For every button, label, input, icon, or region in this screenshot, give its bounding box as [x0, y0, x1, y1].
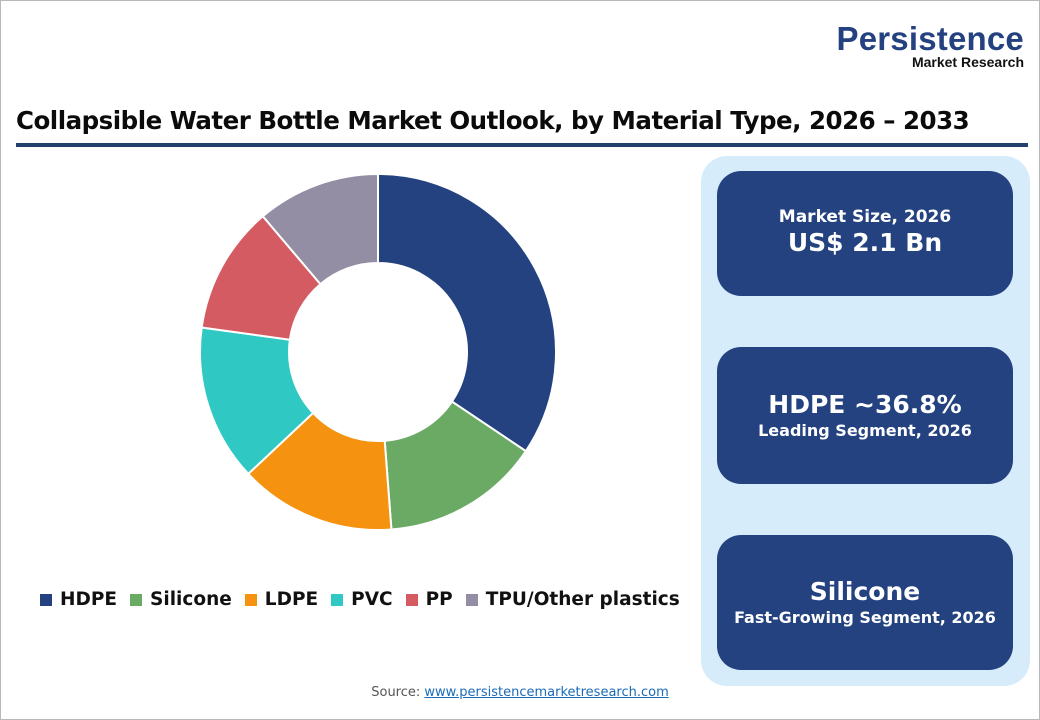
legend-label: HDPE — [60, 589, 118, 610]
source-label: Source: — [371, 685, 421, 700]
legend-label: TPU/Other plastics — [485, 589, 680, 610]
legend-label: Silicone — [150, 589, 232, 610]
donut-chart — [190, 165, 570, 545]
donut-chart-svg — [199, 172, 557, 531]
source-link[interactable]: www.persistencemarketresearch.com — [424, 685, 669, 700]
legend-swatch — [244, 593, 257, 606]
fast-growing-segment-value: Silicone — [809, 576, 921, 606]
donut-slice-tpu-other-plastics — [261, 172, 379, 286]
legend-item-silicone: Silicone — [130, 589, 232, 610]
fast-growing-segment-label: Fast-Growing Segment, 2026 — [734, 608, 996, 628]
market-size-value: US$ 2.1 Bn — [787, 228, 943, 258]
leading-segment-value: HDPE ~36.8% — [768, 389, 962, 419]
legend-item-ldpe: LDPE — [244, 589, 319, 610]
market-size-label: Market Size, 2026 — [778, 207, 952, 228]
leading-segment-card: HDPE ~36.8% Leading Segment, 2026 — [717, 347, 1013, 484]
legend-item-pp: PP — [405, 589, 453, 610]
logo-main-text: Persistence — [836, 20, 1024, 57]
legend-item-hdpe: HDPE — [40, 589, 117, 610]
legend-item-tpu-other-plastics: TPU/Other plastics — [465, 589, 680, 610]
legend-swatch — [40, 593, 52, 606]
legend-item-pvc: PVC — [331, 589, 393, 610]
leading-segment-label: Leading Segment, 2026 — [758, 421, 972, 441]
logo: Persistence Market Research — [837, 22, 1025, 69]
legend-swatch — [405, 593, 418, 606]
title-divider — [16, 143, 1028, 147]
chart-legend: HDPE Silicone LDPE PVC PP TPU/Other plastics — [40, 589, 693, 610]
fast-growing-segment-card: Silicone Fast-Growing Segment, 2026 — [717, 535, 1013, 670]
source-note: Source: www.persistencemarketresearch.co… — [0, 685, 1040, 700]
legend-swatch — [331, 593, 344, 606]
legend-label: PVC — [351, 589, 393, 610]
legend-label: LDPE — [264, 589, 319, 610]
legend-label: PP — [425, 589, 453, 610]
market-size-card: Market Size, 2026 US$ 2.1 Bn — [717, 171, 1013, 296]
logo-sub-text: Market Research — [911, 54, 1024, 70]
donut-slice-hdpe — [377, 172, 557, 453]
legend-swatch — [130, 593, 143, 606]
chart-title: Collapsible Water Bottle Market Outlook,… — [16, 106, 970, 135]
legend-swatch — [465, 593, 478, 606]
